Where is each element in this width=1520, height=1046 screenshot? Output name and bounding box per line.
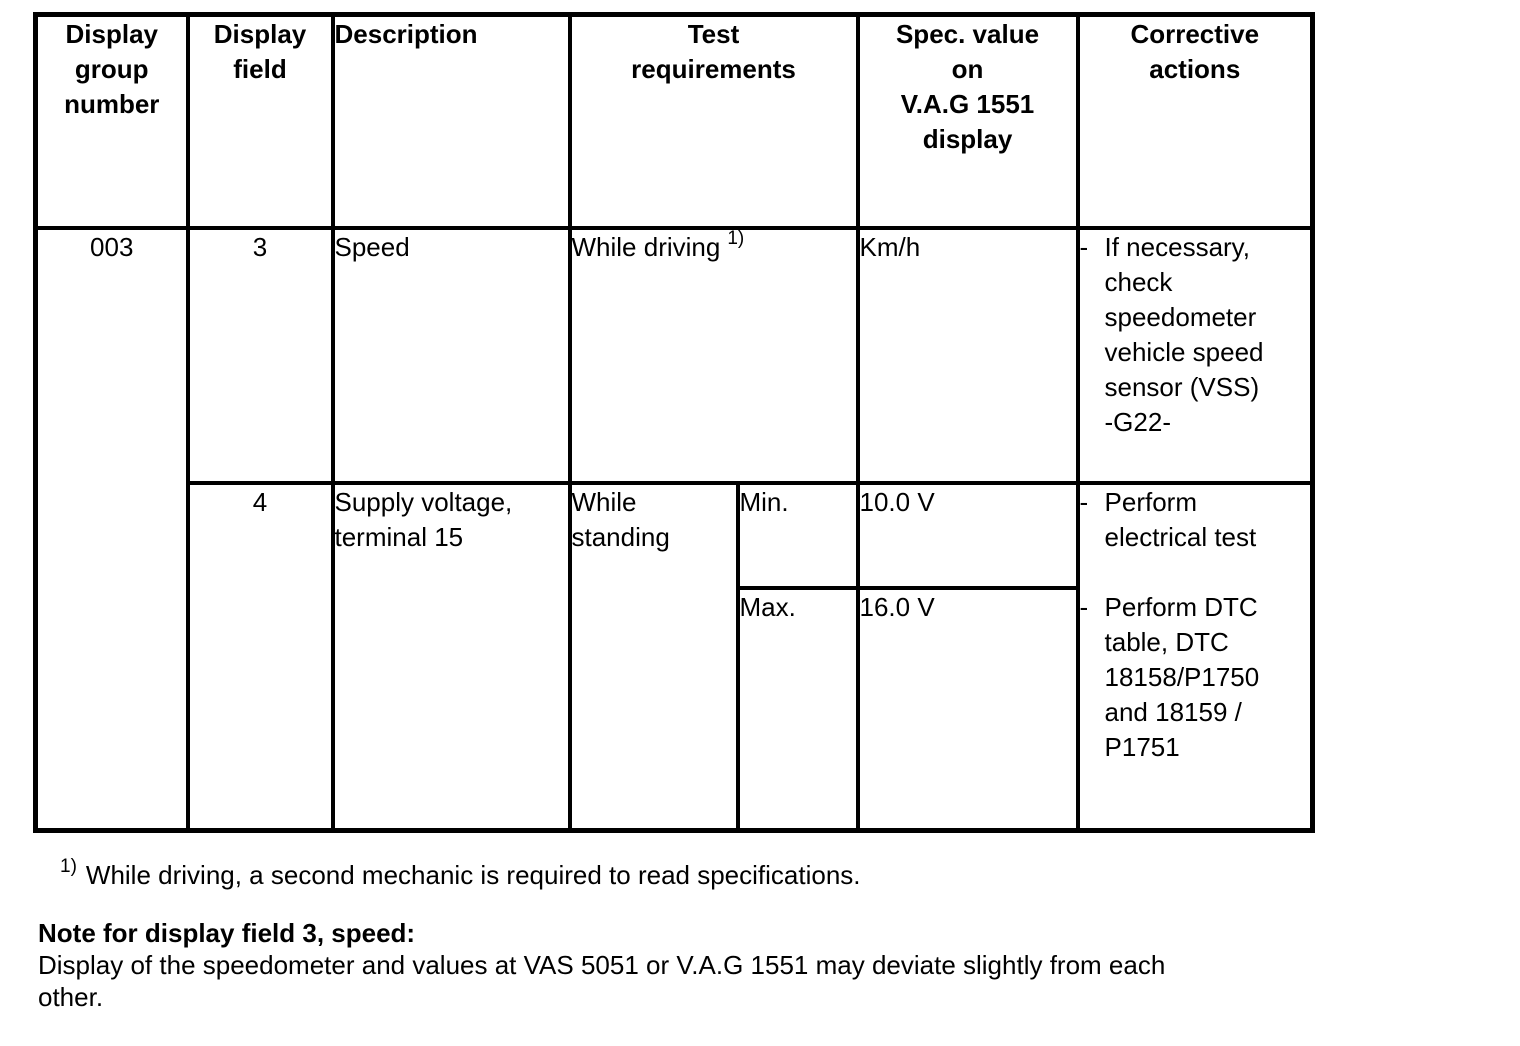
note-body: Display of the speedometer and values at… (38, 950, 1166, 1012)
cell-test-requirement-speed: While driving 1) (567, 225, 860, 485)
cell-description-speed: Speed (330, 225, 572, 485)
cell-spec-value-max: 16.0 V (855, 585, 1080, 833)
cell-condition-min: Min. (735, 480, 860, 590)
footnote-text: While driving, a second mechanic is requ… (85, 860, 861, 890)
row-field-4-max: Max. 16.0 V (36, 585, 1313, 833)
corrective-action-text: Perform electrical test (1104, 486, 1257, 552)
row-field-4-min: 4 Supply voltage, terminal 15 While stan… (36, 480, 1315, 833)
cell-corrective-voltage: - Perform electrical test - Perform DTC ta… (1075, 480, 1315, 833)
corrective-action-item: - Perform DTC table, DTC 18158/P1750 and … (1079, 590, 1309, 765)
corrective-action-text: Perform DTC table, DTC 18158/P1750 and 1… (1104, 591, 1260, 762)
bullet-dash: - (1079, 486, 1089, 517)
header-description: Description (330, 12, 572, 230)
cell-group-number: 003 (33, 225, 190, 833)
corrective-action-text: If necessary, check speedometer vehicle … (1104, 231, 1264, 437)
cell-corrective-speed: - If necessary, check speedometer vehicle… (1075, 225, 1315, 485)
footnote: 1) While driving, a second mechanic is re… (60, 856, 861, 892)
display-group-table: Display group number Display field Descr… (33, 12, 1316, 833)
footnote-marker: 1) (60, 856, 77, 877)
bullet-dash: - (1079, 591, 1089, 622)
cell-condition-max: Max. (735, 585, 860, 833)
header-display-group-number: Display group number (33, 12, 190, 230)
corrective-action-item: - If necessary, check speedometer vehicle… (1079, 231, 1309, 440)
bullet-dash: - (1079, 231, 1089, 262)
cell-field-number-4: 4 (185, 480, 335, 833)
corrective-action-item: - Perform electrical test (1079, 486, 1309, 555)
cell-spec-value-min: 10.0 V (855, 480, 1080, 590)
header-spec-value: Spec. value on V.A.G 1551 display (855, 12, 1080, 230)
note-block: Note for display field 3, speed: Display… (38, 917, 1308, 1013)
header-display-field: Display field (185, 12, 335, 230)
cell-field-number-3: 3 (185, 225, 335, 485)
header-test-requirements: Test requirements (567, 12, 860, 230)
cell-spec-value-speed: Km/h (855, 225, 1080, 485)
note-heading: Note for display field 3, speed: (38, 918, 416, 948)
header-corrective-actions: Corrective actions (1075, 12, 1315, 230)
cell-description-voltage: Supply voltage, terminal 15 (330, 480, 572, 833)
footnote-marker-ref: 1) (727, 227, 745, 249)
header-row: Display group number Display field Descr… (33, 12, 1315, 230)
cell-test-requirement-voltage: While standing (567, 480, 740, 833)
test-requirement-text: While driving (571, 231, 721, 262)
row-field-3: 003 3 Speed While driving 1) Km/h - If nec… (33, 225, 1315, 833)
